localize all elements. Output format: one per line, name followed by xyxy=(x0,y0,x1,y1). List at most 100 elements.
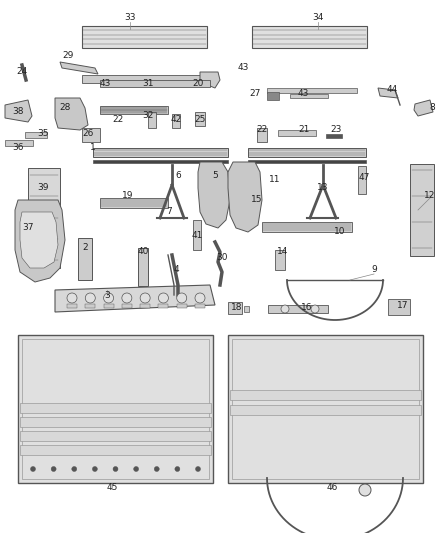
Bar xyxy=(159,304,169,308)
Text: 6: 6 xyxy=(175,171,181,180)
Bar xyxy=(100,106,168,114)
Text: 1: 1 xyxy=(90,143,96,152)
Text: 39: 39 xyxy=(37,183,49,192)
Bar xyxy=(326,134,342,138)
Circle shape xyxy=(67,293,77,303)
Bar xyxy=(248,160,366,163)
Bar xyxy=(195,112,205,126)
Text: 19: 19 xyxy=(122,190,134,199)
Bar xyxy=(257,128,267,142)
Bar xyxy=(28,168,60,268)
Bar xyxy=(100,198,168,208)
Text: 45: 45 xyxy=(106,483,118,492)
Text: 25: 25 xyxy=(194,116,206,125)
Bar xyxy=(122,304,132,308)
Bar xyxy=(93,148,228,157)
Bar xyxy=(262,222,352,232)
Bar xyxy=(177,304,187,308)
Bar xyxy=(78,238,92,280)
Text: 2: 2 xyxy=(82,244,88,253)
Circle shape xyxy=(122,293,132,303)
Circle shape xyxy=(154,466,159,472)
Bar xyxy=(230,390,421,400)
Circle shape xyxy=(159,293,169,303)
Polygon shape xyxy=(378,88,398,98)
Text: 18: 18 xyxy=(231,303,243,312)
Bar xyxy=(278,130,316,136)
Text: 35: 35 xyxy=(37,128,49,138)
Text: 16: 16 xyxy=(301,303,313,312)
Circle shape xyxy=(134,466,138,472)
Text: 13: 13 xyxy=(317,183,329,192)
Polygon shape xyxy=(5,100,32,122)
Bar xyxy=(22,339,209,479)
Circle shape xyxy=(113,466,118,472)
Polygon shape xyxy=(20,212,58,268)
Bar xyxy=(228,302,242,314)
Bar xyxy=(20,445,211,455)
Text: 40: 40 xyxy=(137,247,148,256)
Text: 30: 30 xyxy=(216,254,228,262)
Bar xyxy=(228,335,423,483)
Circle shape xyxy=(311,305,319,313)
Circle shape xyxy=(281,305,289,313)
Bar xyxy=(230,405,421,415)
Bar xyxy=(195,304,205,308)
Bar xyxy=(82,128,100,142)
Bar xyxy=(267,92,279,100)
Bar xyxy=(18,335,213,483)
Text: 23: 23 xyxy=(330,125,342,134)
Text: 11: 11 xyxy=(269,175,281,184)
Text: 33: 33 xyxy=(124,13,136,22)
Bar xyxy=(5,140,33,146)
Text: 9: 9 xyxy=(371,265,377,274)
Text: 12: 12 xyxy=(424,190,436,199)
Text: 43: 43 xyxy=(237,63,249,72)
Text: 26: 26 xyxy=(82,128,94,138)
Polygon shape xyxy=(55,98,88,130)
Text: 29: 29 xyxy=(62,51,74,60)
Text: 34: 34 xyxy=(312,13,324,22)
Circle shape xyxy=(140,293,150,303)
Text: 36: 36 xyxy=(12,143,24,152)
Bar xyxy=(20,417,211,427)
Polygon shape xyxy=(228,162,262,232)
Text: 31: 31 xyxy=(142,78,154,87)
Polygon shape xyxy=(15,200,65,282)
Bar xyxy=(82,75,200,83)
Polygon shape xyxy=(200,72,220,88)
Text: 46: 46 xyxy=(326,483,338,492)
Circle shape xyxy=(51,466,56,472)
Text: 24: 24 xyxy=(16,68,28,77)
Bar xyxy=(20,431,211,441)
Polygon shape xyxy=(414,100,433,116)
Bar xyxy=(248,148,366,157)
Circle shape xyxy=(103,293,113,303)
Bar xyxy=(267,88,357,93)
Bar xyxy=(140,304,150,308)
Text: 10: 10 xyxy=(334,228,346,237)
Text: 20: 20 xyxy=(192,78,204,87)
Text: 41: 41 xyxy=(191,230,203,239)
Text: 22: 22 xyxy=(113,116,124,125)
Text: 37: 37 xyxy=(22,223,34,232)
Text: 14: 14 xyxy=(277,247,289,256)
Bar xyxy=(193,220,201,250)
Bar xyxy=(93,160,228,163)
Text: 17: 17 xyxy=(397,301,409,310)
Circle shape xyxy=(359,484,371,496)
Circle shape xyxy=(92,466,97,472)
Circle shape xyxy=(177,293,187,303)
Text: 32: 32 xyxy=(142,110,154,119)
Circle shape xyxy=(175,466,180,472)
Text: 38: 38 xyxy=(12,108,24,117)
Text: 21: 21 xyxy=(298,125,310,134)
Text: 8: 8 xyxy=(429,102,435,111)
Bar xyxy=(148,112,156,128)
Polygon shape xyxy=(198,162,230,228)
Polygon shape xyxy=(55,285,215,312)
Text: 22: 22 xyxy=(256,125,268,134)
Text: 28: 28 xyxy=(59,102,71,111)
Circle shape xyxy=(195,293,205,303)
Text: 5: 5 xyxy=(212,171,218,180)
